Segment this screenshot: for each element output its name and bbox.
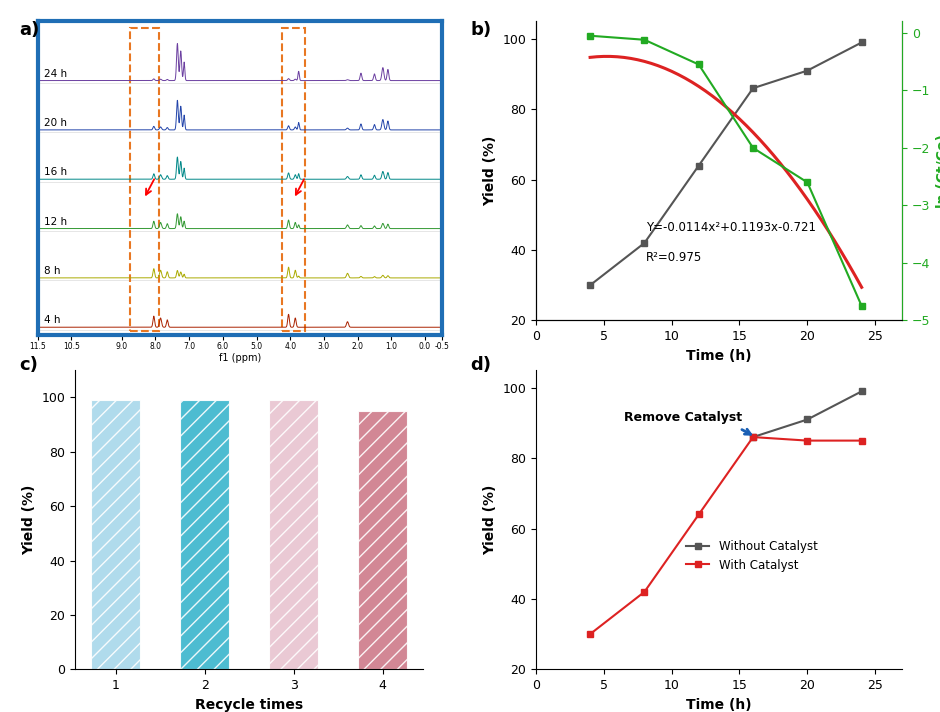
Bar bbox=[358, 411, 407, 669]
Text: Remove Catalyst: Remove Catalyst bbox=[624, 412, 743, 424]
Line: Without Catalyst: Without Catalyst bbox=[750, 388, 865, 440]
With Catalyst bbox=[802, 436, 813, 445]
Legend: Without Catalyst, With Catalyst: Without Catalyst, With Catalyst bbox=[681, 535, 822, 576]
With Catalyst bbox=[585, 630, 596, 639]
With Catalyst bbox=[693, 511, 704, 519]
Bar bbox=[131, 28, 159, 331]
Text: d): d) bbox=[470, 356, 491, 374]
Y-axis label: Yield (%): Yield (%) bbox=[482, 136, 496, 206]
Text: a): a) bbox=[19, 21, 39, 39]
Bar bbox=[269, 400, 318, 669]
Y-axis label: Yield (%): Yield (%) bbox=[482, 485, 496, 555]
Text: 4 h: 4 h bbox=[44, 315, 61, 325]
With Catalyst bbox=[747, 433, 759, 441]
Without Catalyst bbox=[802, 415, 813, 424]
X-axis label: Time (h): Time (h) bbox=[686, 698, 752, 711]
X-axis label: Time (h): Time (h) bbox=[686, 349, 752, 362]
Line: With Catalyst: With Catalyst bbox=[587, 434, 865, 637]
X-axis label: f1 (ppm): f1 (ppm) bbox=[219, 352, 260, 362]
Bar bbox=[282, 28, 306, 331]
Without Catalyst bbox=[747, 433, 759, 441]
Text: 20 h: 20 h bbox=[44, 118, 68, 128]
Y-axis label: Yield (%): Yield (%) bbox=[22, 485, 36, 555]
Without Catalyst bbox=[856, 387, 868, 396]
Text: 16 h: 16 h bbox=[44, 167, 68, 177]
Text: c): c) bbox=[19, 356, 38, 374]
Bar bbox=[180, 400, 229, 669]
Text: b): b) bbox=[470, 21, 491, 39]
Text: 8 h: 8 h bbox=[44, 266, 61, 276]
Y-axis label: ln (Ct/Co): ln (Ct/Co) bbox=[936, 134, 940, 208]
With Catalyst bbox=[856, 436, 868, 445]
With Catalyst bbox=[639, 587, 650, 596]
X-axis label: Recycle times: Recycle times bbox=[195, 698, 304, 711]
Text: 24 h: 24 h bbox=[44, 68, 68, 78]
Text: Y=-0.0114x²+0.1193x-0.721: Y=-0.0114x²+0.1193x-0.721 bbox=[646, 221, 816, 234]
Bar bbox=[91, 400, 140, 669]
Text: 12 h: 12 h bbox=[44, 216, 68, 226]
Text: R²=0.975: R²=0.975 bbox=[646, 251, 702, 263]
